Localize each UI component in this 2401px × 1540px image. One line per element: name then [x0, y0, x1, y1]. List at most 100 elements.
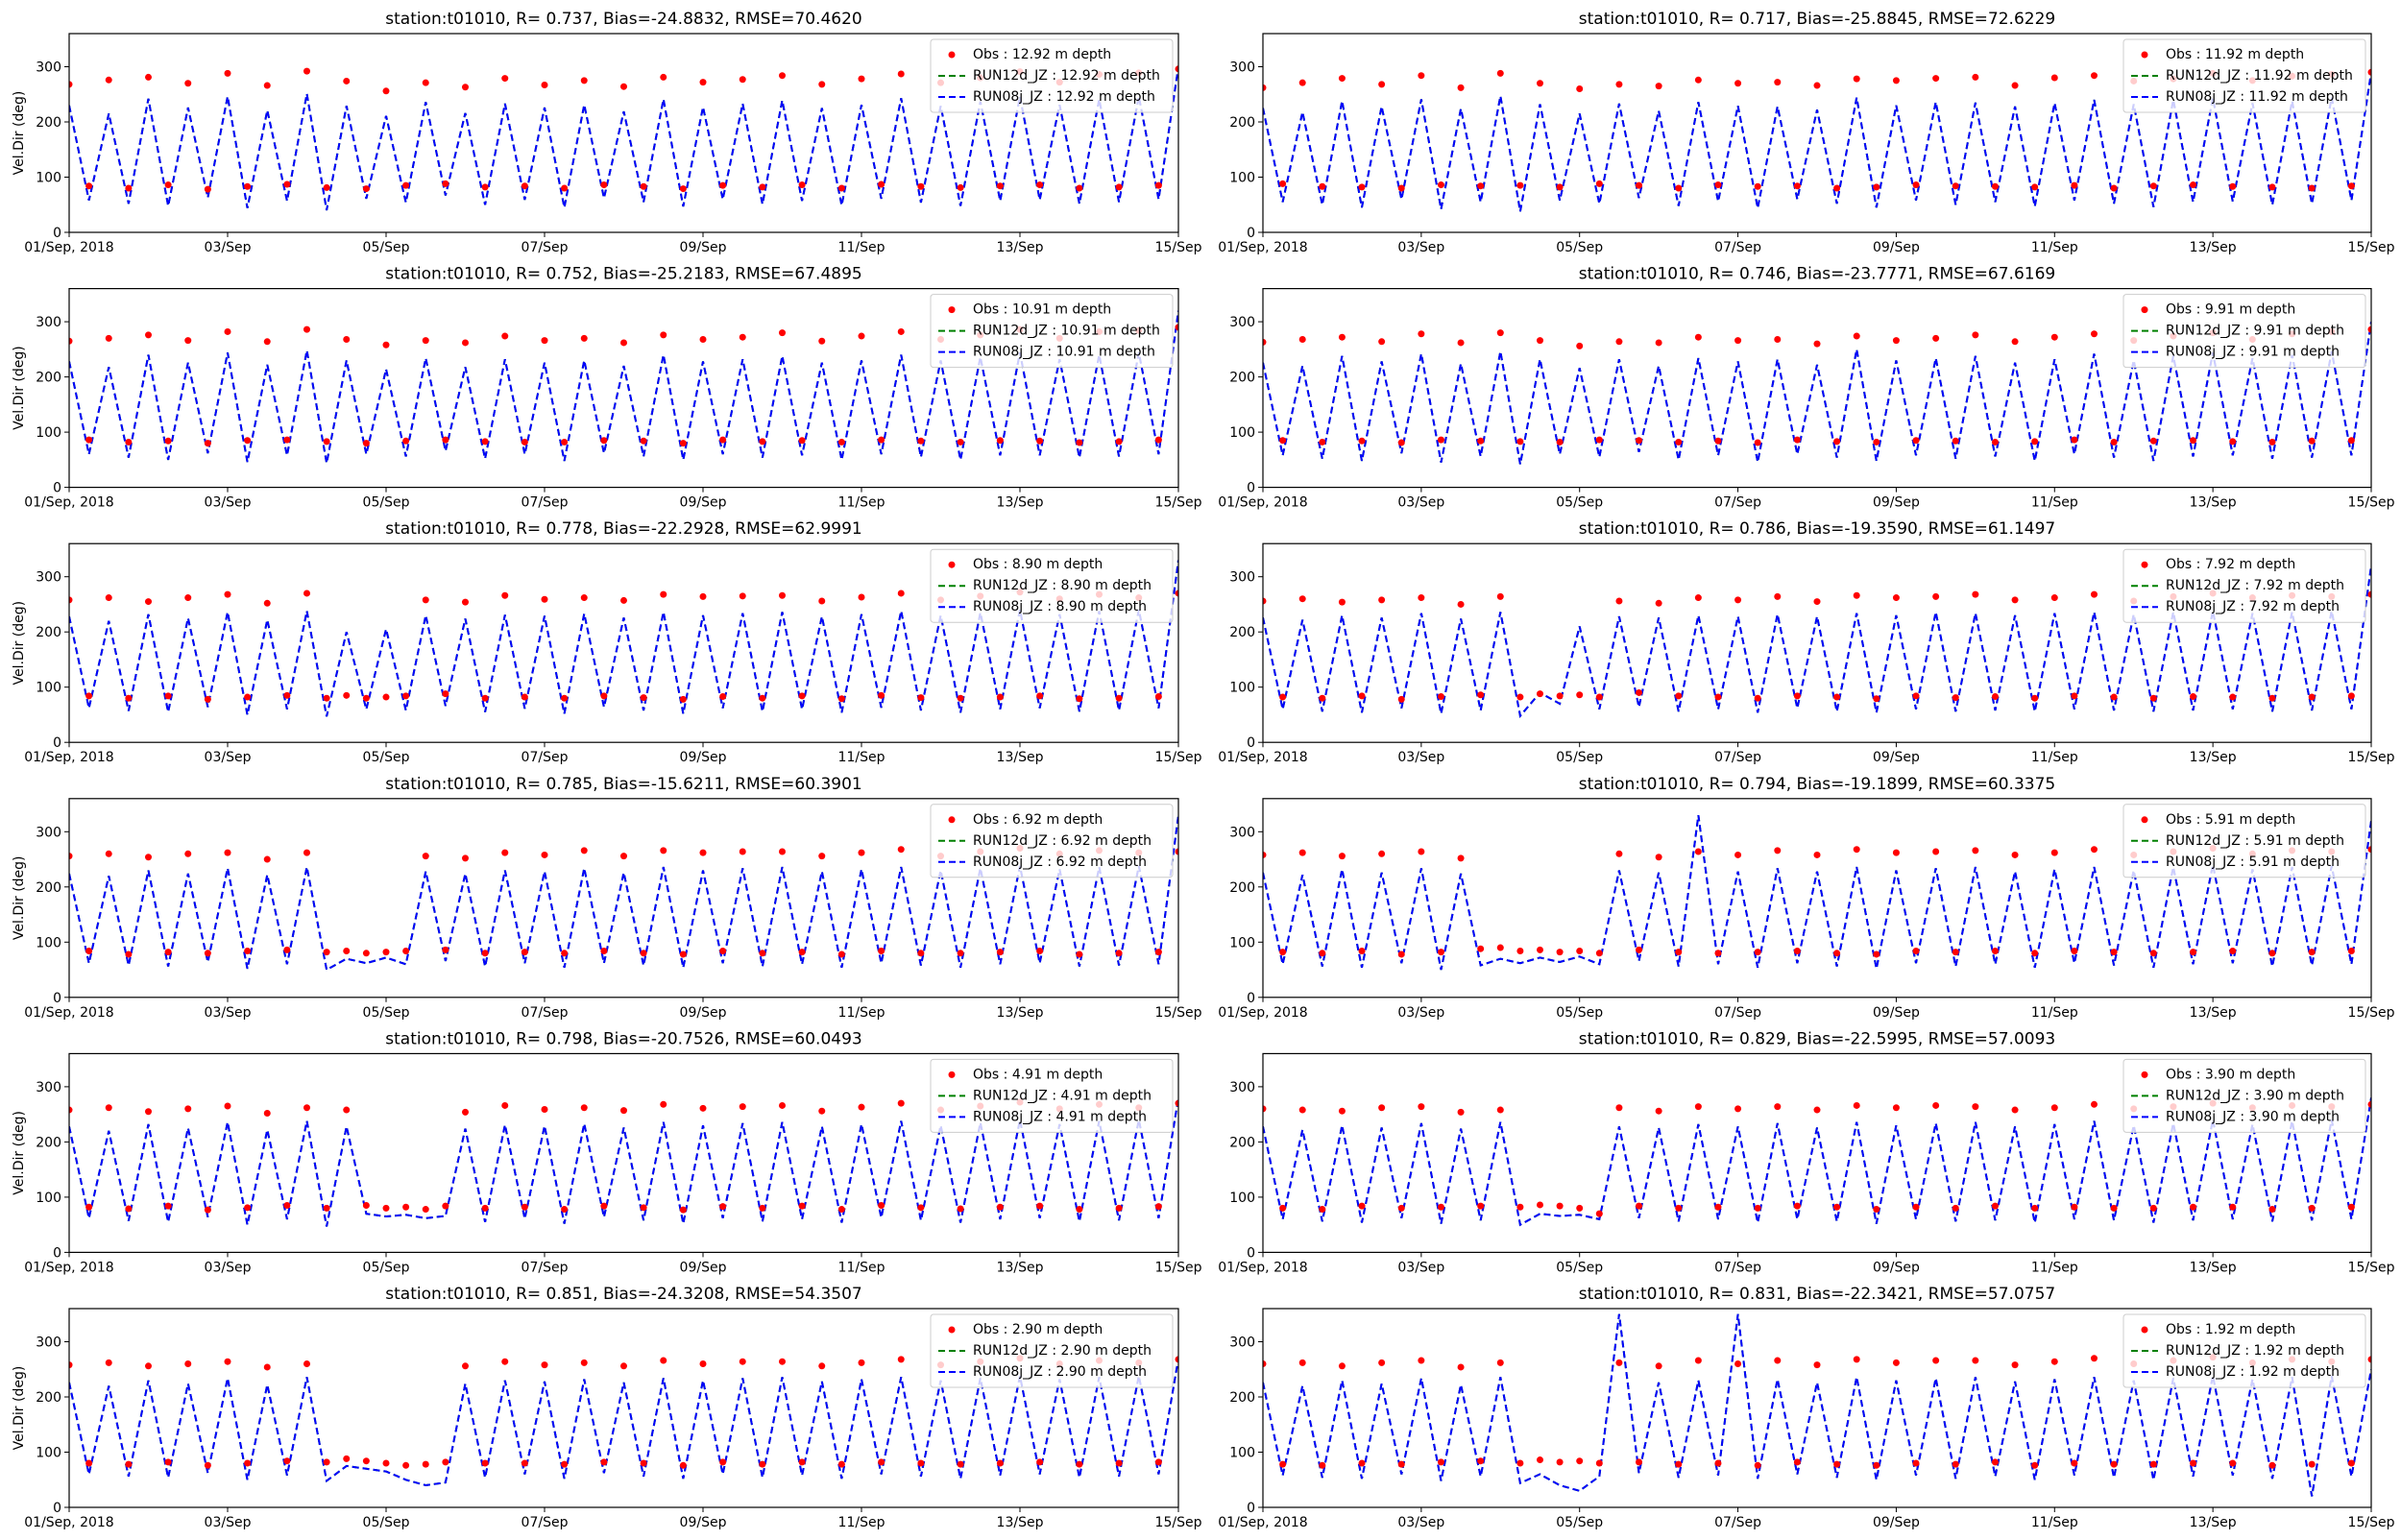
x-tick-label: 01/Sep, 2018	[1218, 750, 1307, 765]
obs-point	[382, 693, 390, 701]
obs-point	[1853, 75, 1860, 83]
y-tick-label: 100	[36, 171, 61, 186]
obs-point	[244, 182, 252, 190]
obs-point	[600, 181, 608, 189]
x-tick-label: 05/Sep	[363, 750, 410, 765]
legend-box	[930, 294, 1174, 369]
obs-point	[1556, 183, 1564, 191]
obs-point	[1319, 1461, 1326, 1469]
obs-point	[105, 594, 112, 602]
obs-point	[2149, 694, 2157, 702]
model-line	[69, 560, 1178, 717]
legend-marker	[948, 51, 956, 59]
obs-point	[521, 693, 528, 701]
obs-point	[1754, 1461, 1761, 1469]
obs-point	[204, 950, 211, 957]
legend-marker	[2141, 306, 2148, 314]
axes-frame	[1262, 542, 2372, 743]
y-tick-label: 300	[36, 315, 61, 330]
obs-point	[85, 1459, 93, 1467]
obs-point	[858, 332, 865, 340]
obs-point	[224, 69, 231, 77]
legend-label: RUN08j_JZ : 6.92 m depth	[973, 854, 1147, 870]
obs-point	[521, 1203, 528, 1211]
obs-point	[481, 438, 489, 445]
obs-point	[1952, 1460, 1959, 1468]
obs-point	[798, 1202, 806, 1210]
obs-point	[1615, 81, 1623, 88]
legend-label: Obs : 1.92 m depth	[2166, 1322, 2295, 1337]
y-tick-label: 200	[36, 371, 61, 386]
obs-point	[1912, 437, 1920, 445]
obs-point	[1537, 946, 1543, 953]
obs-point	[1636, 946, 1643, 953]
obs-point	[1516, 948, 1524, 954]
obs-point	[382, 341, 390, 349]
obs-point	[1892, 337, 1900, 345]
obs-point	[1694, 1357, 1702, 1364]
obs-point	[1298, 79, 1306, 86]
subplot: station:t01010, R= 0.717, Bias=-25.8845,…	[1218, 10, 2394, 255]
obs-point	[2347, 948, 2355, 954]
axes-frame	[1262, 1052, 2372, 1254]
obs-point	[2268, 1206, 2276, 1214]
obs-point	[1358, 183, 1366, 191]
x-tick-label: 11/Sep	[2031, 1515, 2078, 1530]
obs-point	[1358, 948, 1366, 954]
legend-label: RUN12d_JZ : 7.92 m depth	[2166, 578, 2344, 593]
legend-box	[930, 38, 1174, 113]
obs-point	[1279, 949, 1287, 956]
x-tick-label: 05/Sep	[363, 495, 410, 511]
obs-point	[69, 81, 73, 88]
obs-point	[1175, 324, 1178, 331]
obs-point	[1263, 84, 1267, 91]
obs-point	[164, 949, 172, 956]
obs-point	[1655, 83, 1662, 90]
obs-point	[1932, 334, 1940, 342]
obs-point	[145, 854, 152, 861]
obs-point	[1774, 1103, 1782, 1111]
obs-point	[164, 181, 172, 189]
subplot-title: station:t01010, R= 0.785, Bias=-15.6211,…	[385, 775, 861, 794]
y-tick-label: 200	[1229, 371, 1255, 386]
obs-point	[1338, 333, 1346, 341]
obs-point	[1437, 1458, 1444, 1466]
obs-point	[343, 948, 351, 954]
obs-point	[739, 1358, 746, 1365]
obs-point	[2229, 438, 2237, 445]
legend-label: Obs : 6.92 m depth	[973, 812, 1103, 828]
obs-point	[1338, 1362, 1346, 1370]
obs-point	[1694, 848, 1702, 855]
obs-point	[719, 1458, 727, 1466]
obs-point	[2050, 1104, 2058, 1112]
obs-point	[679, 1206, 687, 1214]
x-tick-label: 01/Sep, 2018	[24, 750, 113, 765]
obs-point	[85, 692, 93, 700]
obs-point	[600, 948, 608, 954]
obs-point	[1338, 1107, 1346, 1115]
obs-point	[125, 184, 133, 192]
subplot-title: station:t01010, R= 0.717, Bias=-25.8845,…	[1579, 10, 2055, 29]
obs-point	[2011, 338, 2019, 346]
obs-point	[521, 182, 528, 190]
model-line	[1263, 72, 2371, 212]
obs-point	[1714, 1203, 1722, 1211]
obs-point	[2050, 74, 2058, 82]
obs-point	[1991, 182, 1999, 190]
obs-point	[125, 694, 133, 702]
legend-marker	[948, 816, 956, 824]
obs-point	[2229, 182, 2237, 190]
obs-point	[759, 1460, 766, 1468]
model-line	[1263, 1097, 2371, 1227]
obs-point	[739, 848, 746, 855]
obs-point	[1378, 1104, 1386, 1112]
y-tick-label: 100	[1229, 171, 1255, 186]
obs-point	[85, 182, 93, 190]
obs-point	[2071, 692, 2078, 700]
obs-point	[897, 327, 905, 335]
y-axis-label: Vel.Dir (deg)	[12, 1366, 27, 1451]
y-tick-label: 100	[1229, 425, 1255, 441]
x-tick-label: 07/Sep	[521, 1005, 569, 1021]
y-tick-label: 0	[53, 481, 61, 496]
